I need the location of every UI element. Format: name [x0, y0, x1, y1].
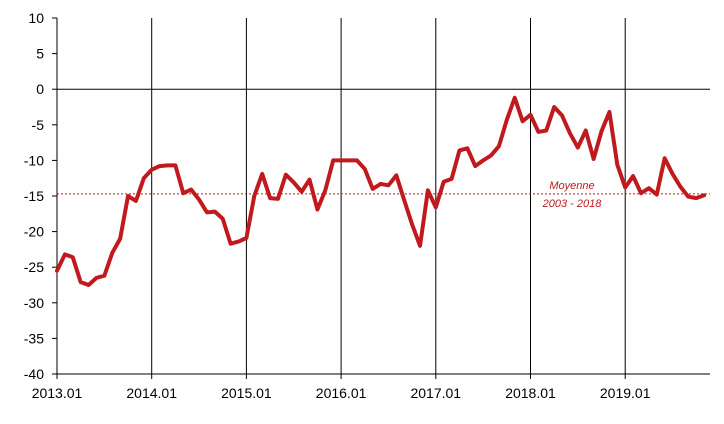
x-tick-label: 2016.01 — [316, 385, 367, 401]
series — [55, 95, 707, 287]
x-tick-labels: 2013.01 2014.01 2015.01 2016.01 2017.01 2018.… — [32, 374, 651, 401]
y-tick-label: -25 — [24, 259, 44, 275]
y-tick-label: 10 — [28, 10, 44, 26]
x-tick-label: 2013.01 — [32, 385, 83, 401]
series-line — [55, 95, 707, 287]
y-tick-label: -10 — [24, 152, 44, 168]
y-tick-label: -35 — [24, 330, 44, 346]
y-tick-label: 0 — [36, 81, 44, 97]
x-tick-label: 2017.01 — [410, 385, 461, 401]
x-tick-label: 2014.01 — [126, 385, 177, 401]
y-tick-label: -30 — [24, 295, 44, 311]
average-reference: Moyenne 2003 - 2018 — [57, 180, 710, 210]
gridlines — [151, 18, 626, 374]
y-tick-label: 5 — [36, 46, 44, 62]
y-tick-label: -5 — [32, 117, 45, 133]
y-tick-label: -20 — [24, 224, 44, 240]
x-tick-label: 2015.01 — [221, 385, 272, 401]
average-label-line1: Moyenne — [549, 180, 594, 192]
y-tick-label: -15 — [24, 188, 44, 204]
average-label-line2: 2003 - 2018 — [542, 198, 603, 210]
y-tick-label: -40 — [24, 366, 44, 382]
x-tick-label: 2018.01 — [505, 385, 556, 401]
y-tick-labels: 10 5 0 -5 -10 -15 -20 -25 -30 -35 -40 — [24, 10, 57, 382]
axes — [56, 18, 710, 375]
x-tick-label: 2019.01 — [600, 385, 651, 401]
